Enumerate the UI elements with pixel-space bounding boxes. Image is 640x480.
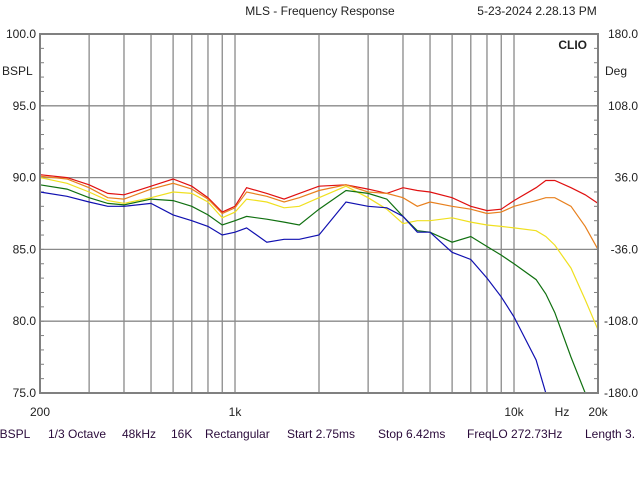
y-tick-label: 75.0	[13, 386, 37, 400]
y2-tick-label: -108.0	[604, 314, 638, 328]
y-tick-label: 100.0	[6, 27, 36, 41]
chart-title: MLS - Frequency Response	[245, 4, 395, 18]
info-item: 48kHz	[122, 427, 157, 441]
y2-tick-label: 36.0	[615, 171, 639, 185]
y2-axis-unit: Deg	[605, 64, 627, 78]
x-tick-label: 10k	[504, 405, 524, 419]
y-tick-label: 90.0	[13, 171, 37, 185]
y2-tick-label: -180.0	[604, 386, 638, 400]
series-line-blue	[39, 191, 598, 394]
y2-tick-label: 108.0	[608, 99, 638, 113]
series-lines	[39, 174, 599, 394]
series-line-orange	[39, 175, 599, 250]
timestamp: 5-23-2024 2.28.13 PM	[477, 4, 596, 18]
x-tick-label: 1k	[229, 405, 243, 419]
y-tick-label: 80.0	[13, 314, 37, 328]
info-item: Stop 6.42ms	[378, 427, 446, 441]
y2-tick-label: -36.0	[611, 242, 639, 256]
info-item: Length 3.	[585, 427, 636, 441]
series-line-green	[39, 184, 598, 394]
y-tick-label: 85.0	[13, 242, 37, 256]
info-item: 1/3 Octave	[48, 427, 107, 441]
grid	[40, 34, 598, 393]
series-line-yellow	[39, 177, 599, 331]
x-tick-label: 200	[30, 405, 50, 419]
info-item: dBSPL	[0, 427, 31, 441]
info-item: Start 2.75ms	[287, 427, 356, 441]
y-tick-label: 95.0	[13, 99, 37, 113]
plot-frame	[39, 33, 599, 394]
y-axis-unit: BSPL	[2, 64, 33, 78]
x-tick-label: 20k	[588, 405, 608, 419]
axis-labels: 100.0 95.0 90.0 85.0 80.0 75.0 180.0 108.0 36.0 -…	[6, 27, 638, 419]
info-item: Rectangular	[205, 427, 270, 441]
clio-logo: CLIO	[558, 38, 587, 52]
y2-tick-label: 180.0	[608, 27, 638, 41]
x-axis-unit: Hz	[555, 405, 570, 419]
info-item: FreqLO 272.73Hz	[467, 427, 563, 441]
info-item: 16K	[171, 427, 193, 441]
